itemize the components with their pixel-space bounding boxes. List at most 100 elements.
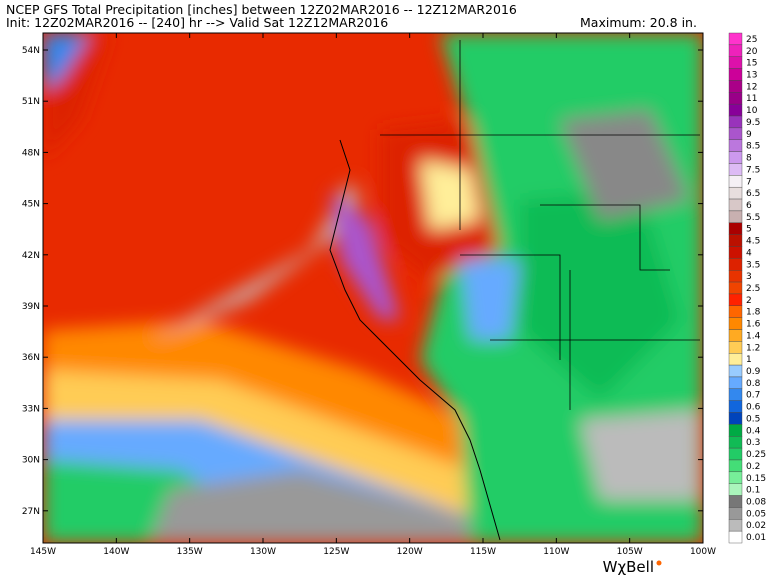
colorbar-label: 0.05 <box>746 509 766 519</box>
colorbar-cell <box>728 270 743 283</box>
colorbar-cell <box>728 32 743 46</box>
colorbar-label: 25 <box>746 35 757 45</box>
colorbar-label: 0.02 <box>746 521 766 531</box>
colorbar-label: 13 <box>746 71 757 81</box>
latitude-label: 27N <box>22 507 40 517</box>
title: NCEP GFS Total Precipitation [inches] be… <box>6 2 517 17</box>
colorbar-label: 1.2 <box>746 343 760 353</box>
colorbar-cell <box>728 388 743 401</box>
latitude-label: 51N <box>22 97 40 107</box>
longitude-label: 145W <box>30 547 56 557</box>
colorbar-cell <box>728 293 743 306</box>
colorbar-label: 8.5 <box>746 142 760 152</box>
colorbar-label: 3.5 <box>746 260 760 270</box>
colorbar-cell <box>728 258 743 271</box>
latitude-label: 39N <box>22 302 40 312</box>
logo-dot <box>656 560 662 566</box>
latitude-label: 48N <box>22 148 40 158</box>
colorbar-cell <box>728 483 743 496</box>
colorbar-label: 0.4 <box>746 426 761 436</box>
colorbar-cell <box>728 376 743 390</box>
colorbar-cell <box>728 163 743 176</box>
longitude-label: 125W <box>323 547 349 557</box>
colorbar-label: 7 <box>746 177 752 187</box>
colorbar-label: 2.5 <box>746 284 760 294</box>
colorbar-label: 7.5 <box>746 165 760 175</box>
colorbar-label: 0.01 <box>746 533 766 543</box>
colorbar: 252015131211109.598.587.576.565.554.543.… <box>728 32 766 544</box>
longitude-label: 105W <box>617 547 643 557</box>
colorbar-label: 11 <box>746 94 757 104</box>
colorbar-label: 1 <box>746 355 752 365</box>
colorbar-cell <box>728 115 743 129</box>
colorbar-cell <box>728 103 743 117</box>
colorbar-label: 5 <box>746 225 752 235</box>
colorbar-label: 12 <box>746 82 757 92</box>
precip-map <box>43 33 703 543</box>
longitude-label: 140W <box>103 547 129 557</box>
colorbar-cell <box>728 459 743 473</box>
colorbar-label: 20 <box>746 47 758 57</box>
colorbar-cell <box>728 56 743 69</box>
longitude-label: 100W <box>690 547 716 557</box>
colorbar-label: 6.5 <box>746 189 760 199</box>
colorbar-label: 4.5 <box>746 237 760 247</box>
colorbar-cell <box>728 92 743 105</box>
colorbar-cell <box>728 175 743 188</box>
colorbar-label: 0.8 <box>746 379 761 389</box>
colorbar-cell <box>728 424 743 437</box>
colorbar-cell <box>728 281 743 295</box>
colorbar-label: 2 <box>746 296 752 306</box>
longitude-label: 130W <box>250 547 276 557</box>
colorbar-label: 0.1 <box>746 486 760 496</box>
colorbar-cell <box>728 447 743 461</box>
colorbar-cell <box>728 495 743 508</box>
colorbar-label: 0.9 <box>746 367 761 377</box>
colorbar-cell <box>728 530 743 544</box>
colorbar-cell <box>728 400 743 413</box>
colorbar-cell <box>728 471 743 484</box>
colorbar-cell <box>728 186 743 200</box>
colorbar-cell <box>728 80 743 93</box>
latitude-label: 36N <box>22 353 40 363</box>
longitude-label: 120W <box>397 547 423 557</box>
longitude-label: 110W <box>543 547 569 557</box>
colorbar-cell <box>728 436 743 449</box>
colorbar-cell <box>728 210 743 223</box>
colorbar-cell <box>728 151 743 164</box>
latitude-label: 45N <box>22 200 40 210</box>
colorbar-label: 1.6 <box>746 320 761 330</box>
colorbar-label: 0.15 <box>746 474 766 484</box>
colorbar-label: 6 <box>746 201 752 211</box>
colorbar-cell <box>728 127 743 140</box>
colorbar-label: 0.08 <box>746 497 766 507</box>
colorbar-label: 0.3 <box>746 438 760 448</box>
colorbar-label: 0.2 <box>746 462 760 472</box>
colorbar-cell <box>728 246 743 259</box>
colorbar-cell <box>728 519 743 532</box>
colorbar-label: 8 <box>746 154 752 164</box>
colorbar-cell <box>728 198 743 212</box>
colorbar-label: 9 <box>746 130 752 140</box>
colorbar-label: 3 <box>746 272 752 282</box>
colorbar-cell <box>728 329 743 342</box>
colorbar-cell <box>728 412 743 425</box>
longitude-label: 115W <box>470 547 496 557</box>
colorbar-cell <box>728 353 743 366</box>
colorbar-label: 0.5 <box>746 414 760 424</box>
maximum: Maximum: 20.8 in. <box>580 15 697 30</box>
colorbar-cell <box>728 234 743 247</box>
colorbar-label: 0.7 <box>746 391 760 401</box>
colorbar-cell <box>728 364 743 378</box>
colorbar-cell <box>728 139 743 152</box>
logo: WχBell <box>603 558 654 576</box>
colorbar-cell <box>728 222 743 235</box>
subtitle: Init: 12Z02MAR2016 -- [240] hr --> Valid… <box>6 15 388 30</box>
colorbar-label: 5.5 <box>746 213 760 223</box>
latitude-label: 30N <box>22 456 40 466</box>
colorbar-label: 4 <box>746 248 752 258</box>
longitude-label: 135W <box>177 547 203 557</box>
map-frame <box>42 32 704 544</box>
colorbar-label: 1.4 <box>746 331 761 341</box>
